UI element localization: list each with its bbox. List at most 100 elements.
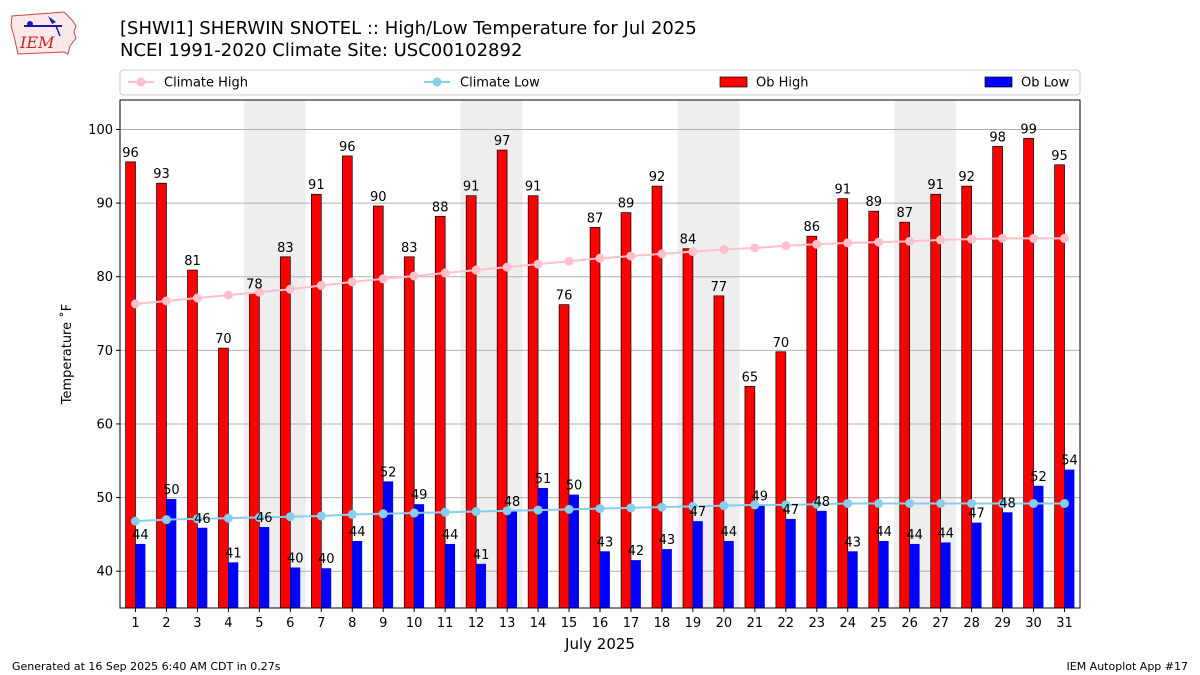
x-tick-label: 29 xyxy=(994,616,1011,631)
ob-high-label: 91 xyxy=(927,178,944,193)
climate-low-point xyxy=(719,501,729,511)
x-tick-label: 20 xyxy=(716,616,733,631)
climate-high-point xyxy=(1060,233,1070,243)
y-tick-label: 50 xyxy=(96,491,113,506)
climate-high-point xyxy=(843,238,853,248)
ob-low-label: 43 xyxy=(659,533,676,548)
x-tick-label: 2 xyxy=(162,616,170,631)
climate-high-point xyxy=(998,233,1008,243)
ob-low-label: 54 xyxy=(1061,454,1078,469)
iem-logo: IEM xyxy=(10,11,77,55)
ob-high-bar xyxy=(589,227,601,609)
x-tick-label: 26 xyxy=(901,616,918,631)
climate-high-point xyxy=(378,274,388,284)
ob-low-label: 48 xyxy=(999,496,1016,511)
x-tick-label: 28 xyxy=(963,616,980,631)
ob-low-bar xyxy=(600,551,610,608)
ob-high-label: 70 xyxy=(773,336,790,351)
ob-high-label: 97 xyxy=(494,134,511,149)
climate-low-point xyxy=(130,516,140,526)
ob-high-label: 78 xyxy=(246,278,263,293)
ob-high-label: 76 xyxy=(556,289,573,304)
climate-low-point xyxy=(564,504,574,514)
climate-high-point xyxy=(533,259,543,269)
ob-high-bar xyxy=(249,293,260,609)
ob-high-bar xyxy=(403,256,415,609)
ob-low-bar xyxy=(383,481,394,608)
ob-low-label: 49 xyxy=(752,490,769,505)
ob-low-label: 47 xyxy=(782,503,799,518)
ob-high-label: 88 xyxy=(432,200,449,215)
ob-high-label: 89 xyxy=(618,197,635,212)
legend: Climate High Climate Low Ob High Ob Low xyxy=(119,69,1081,96)
climate-low-point xyxy=(1060,498,1070,508)
y-tick-label: 60 xyxy=(96,417,113,432)
ob-low-bar xyxy=(692,521,703,608)
ob-high-bar xyxy=(527,195,539,609)
ob-high-label: 81 xyxy=(184,254,201,269)
ob-high-label: 91 xyxy=(463,180,480,195)
x-tick-label: 16 xyxy=(592,616,609,631)
ob-low-bar xyxy=(1002,512,1013,608)
ob-low-bar xyxy=(847,551,858,608)
climate-high-point xyxy=(192,293,202,303)
ob-low-label: 40 xyxy=(318,552,335,567)
ob-low-bar xyxy=(290,567,301,608)
climate-high-point xyxy=(161,296,171,306)
climate-low-point xyxy=(285,512,295,522)
ob-low-label: 44 xyxy=(906,528,923,543)
climate-low-point xyxy=(533,505,543,515)
climate-high-point xyxy=(254,287,264,297)
ob-low-label: 44 xyxy=(132,528,149,543)
climate-low-point xyxy=(657,502,667,512)
ob-low-bar xyxy=(135,543,146,608)
climate-high-point xyxy=(905,236,915,246)
ob-low-bar xyxy=(785,518,796,608)
ob-high-bar xyxy=(465,195,477,609)
climate-high-point xyxy=(440,268,450,278)
legend-climate-low-marker xyxy=(432,77,442,87)
ob-high-label: 83 xyxy=(277,241,294,256)
ob-low-label: 46 xyxy=(256,511,273,526)
ob-high-bar xyxy=(868,210,880,609)
ob-low-label: 46 xyxy=(194,512,211,527)
x-tick-label: 6 xyxy=(286,616,294,631)
ob-low-label: 44 xyxy=(937,526,954,541)
ob-high-label: 89 xyxy=(865,195,882,210)
x-tick-label: 15 xyxy=(561,616,578,631)
climate-high-point xyxy=(595,253,605,263)
climate-low-point xyxy=(254,512,264,522)
climate-low-point xyxy=(998,498,1008,508)
x-tick-label: 7 xyxy=(317,616,325,631)
climate-high-point xyxy=(626,251,636,261)
climate-low-point xyxy=(440,507,450,517)
ob-high-bar xyxy=(558,304,570,609)
ob-high-bar xyxy=(372,205,384,609)
ob-high-bar xyxy=(992,146,1003,609)
x-tick-label: 11 xyxy=(437,616,454,631)
ob-high-label: 96 xyxy=(122,146,139,161)
climate-high-point xyxy=(967,234,977,244)
ob-high-bar xyxy=(806,235,818,609)
ob-low-bar xyxy=(352,541,363,608)
climate-high-point xyxy=(347,277,357,287)
ob-low-bar xyxy=(816,510,827,608)
x-tick-label: 12 xyxy=(468,616,485,631)
climate-high-point xyxy=(657,249,667,259)
y-tick-label: 40 xyxy=(96,565,113,580)
legend-ob-high-swatch xyxy=(719,76,748,88)
climate-high-point xyxy=(1029,233,1039,243)
ob-high-bar xyxy=(496,149,508,609)
y-tick-label: 70 xyxy=(96,344,113,359)
climate-low-point xyxy=(1029,498,1039,508)
legend-ob-low-swatch xyxy=(984,76,1013,88)
ob-low-label: 43 xyxy=(597,535,614,550)
ob-low-bar xyxy=(259,527,270,608)
climate-low-point xyxy=(626,503,636,513)
x-tick-label: 23 xyxy=(809,616,826,631)
ob-high-label: 91 xyxy=(525,180,542,195)
ob-low-bar xyxy=(538,487,548,608)
x-tick-label: 30 xyxy=(1025,616,1042,631)
ob-low-bar xyxy=(661,549,672,608)
